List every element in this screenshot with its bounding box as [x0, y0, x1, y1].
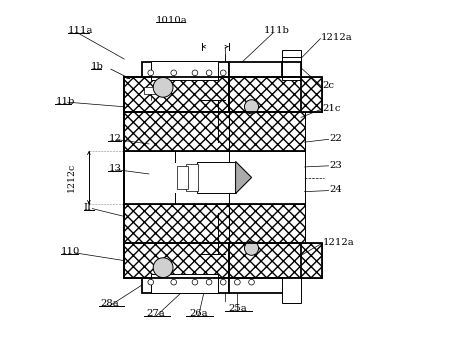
Circle shape	[153, 77, 173, 97]
Bar	[229, 204, 305, 243]
Circle shape	[171, 70, 176, 76]
Text: II: II	[84, 203, 91, 212]
Circle shape	[153, 258, 173, 278]
Circle shape	[206, 70, 212, 76]
Text: 110: 110	[61, 247, 80, 256]
Bar	[151, 61, 218, 80]
Text: 21c: 21c	[322, 104, 341, 113]
Bar	[229, 62, 297, 77]
Text: 111b: 111b	[264, 26, 290, 35]
Bar	[144, 87, 165, 94]
Circle shape	[220, 279, 226, 285]
Bar	[124, 112, 229, 151]
Bar	[282, 50, 301, 77]
Bar	[124, 77, 229, 112]
Text: 1010a: 1010a	[156, 16, 188, 24]
Bar	[229, 151, 305, 204]
Bar	[124, 204, 229, 243]
Text: 1212a: 1212a	[320, 33, 352, 42]
Text: 28a: 28a	[101, 299, 119, 307]
Bar	[229, 243, 322, 278]
Bar	[177, 166, 188, 189]
Text: 26a: 26a	[189, 309, 208, 318]
Text: 1212c: 1212c	[67, 163, 76, 192]
Text: 27a: 27a	[147, 309, 166, 318]
Bar	[124, 243, 229, 278]
Circle shape	[171, 279, 176, 285]
Text: 11b: 11b	[55, 97, 75, 106]
Bar	[142, 278, 229, 293]
Text: 1b: 1b	[90, 62, 104, 71]
Circle shape	[192, 70, 198, 76]
Text: 13: 13	[108, 164, 121, 173]
Text: 12: 12	[108, 134, 121, 143]
Bar	[151, 274, 218, 293]
Text: 23: 23	[329, 160, 342, 170]
Circle shape	[234, 279, 240, 285]
Bar	[142, 62, 229, 77]
Circle shape	[148, 70, 153, 76]
Text: 1212a: 1212a	[322, 239, 354, 247]
Bar	[229, 243, 322, 278]
Circle shape	[148, 279, 153, 285]
Text: 2c: 2c	[322, 81, 334, 90]
Text: 111a: 111a	[68, 26, 93, 35]
Bar	[229, 112, 305, 151]
Bar	[124, 112, 229, 151]
Bar	[282, 57, 301, 80]
Circle shape	[244, 100, 259, 114]
Bar	[229, 204, 305, 243]
Text: 24: 24	[329, 185, 342, 195]
Bar	[124, 151, 229, 204]
Circle shape	[220, 70, 226, 76]
Bar	[124, 204, 229, 243]
Bar	[282, 277, 301, 303]
Bar	[124, 77, 229, 112]
Circle shape	[244, 241, 259, 255]
Bar	[229, 112, 305, 151]
Circle shape	[249, 279, 254, 285]
Circle shape	[206, 279, 212, 285]
Bar	[197, 162, 236, 193]
Bar	[229, 77, 322, 112]
Bar	[229, 278, 297, 293]
Bar	[229, 77, 322, 112]
Bar	[186, 164, 198, 191]
Bar	[124, 243, 229, 278]
Text: 25a: 25a	[228, 304, 247, 313]
Circle shape	[192, 279, 198, 285]
Polygon shape	[236, 162, 252, 193]
Text: 22: 22	[329, 134, 342, 143]
